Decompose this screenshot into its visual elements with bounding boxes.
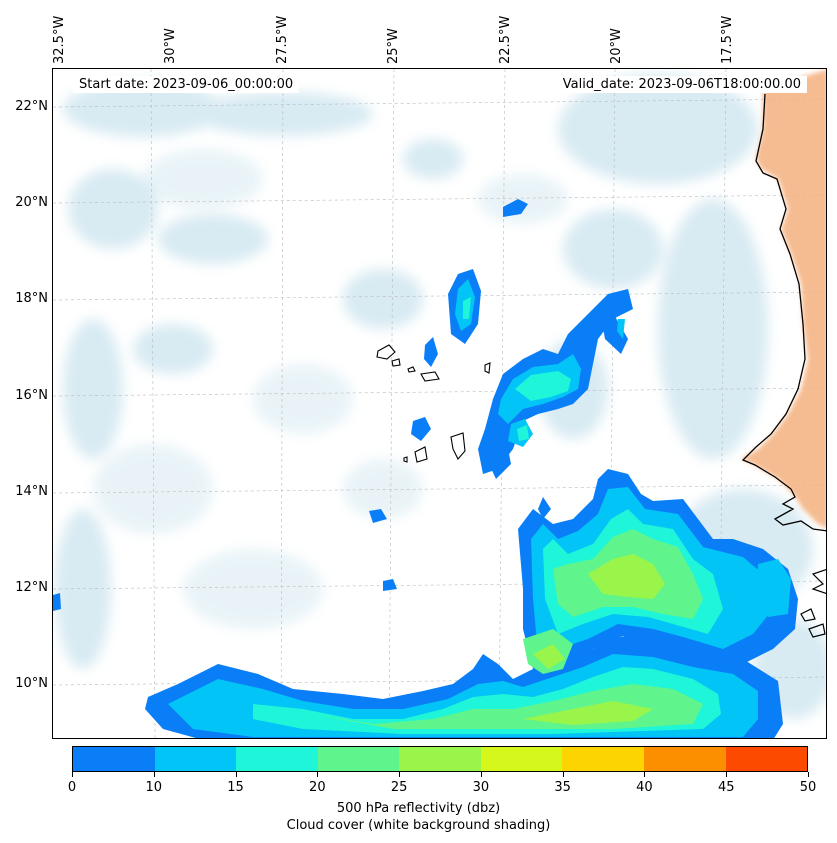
colorbar-tick-label: 10: [145, 780, 163, 795]
gridlines: [53, 69, 826, 738]
colorbar-tick-label: 50: [799, 780, 817, 795]
colorbar-tick: [235, 772, 237, 777]
colorbar-segment: [154, 747, 237, 771]
colorbar-tick-label: 30: [472, 780, 490, 795]
colorbar-tick-label: 25: [390, 780, 408, 795]
colorbar-segment: [725, 747, 808, 771]
cape-verde-islands: [376, 344, 491, 463]
colorbar-segment: [643, 747, 726, 771]
colorbar-tick-label: 40: [636, 780, 653, 795]
colorbar-tick: [726, 772, 728, 777]
longitude-label: 25°W: [386, 28, 401, 64]
longitude-label: 30°W: [163, 28, 178, 64]
colorbar-tick: [562, 772, 564, 777]
colorbar-tick: [808, 772, 809, 777]
colorbar-tick: [153, 772, 155, 777]
longitude-label: 27.5°W: [275, 15, 290, 64]
cloud-cover-light: [93, 149, 568, 629]
longitude-label: 32.5°W: [52, 15, 67, 64]
map-panel: [52, 68, 827, 739]
reflectivity-25-30: [523, 554, 665, 725]
longitude-label: 17.5°W: [720, 15, 735, 64]
longitude-label: 20°W: [609, 28, 624, 64]
map-canvas: [53, 69, 826, 738]
colorbar-tick-label: 20: [309, 780, 326, 795]
colorbar-segment: [317, 747, 400, 771]
start-date-label: Start date: 2023-09-06_00:00:00: [73, 76, 300, 93]
colorbar-subtitle: Cloud cover (white background shading): [286, 818, 551, 833]
latitude-label: 10°N: [15, 676, 48, 691]
colorbar-segment: [399, 747, 481, 771]
colorbar-tick-label: 45: [717, 780, 735, 795]
latitude-label: 12°N: [15, 580, 48, 595]
colorbar-tick: [480, 772, 482, 777]
valid-date-label: Valid_date: 2023-09-06T18:00:00.00: [556, 76, 807, 93]
latitude-label: 22°N: [15, 99, 48, 114]
latitude-label: 14°N: [15, 484, 48, 499]
reflectivity-contours: [53, 199, 798, 738]
colorbar-tick: [644, 772, 646, 777]
colorbar-tick: [399, 772, 401, 777]
longitude-label: 22.5°W: [498, 15, 513, 64]
colorbar-tick: [317, 772, 319, 777]
colorbar-tick-label: 35: [554, 780, 571, 795]
land-africa: [741, 69, 826, 638]
colorbar-segment: [480, 747, 563, 771]
latitude-label: 18°N: [15, 291, 48, 306]
colorbar-segment: [236, 747, 318, 771]
colorbar-tick: [72, 772, 73, 777]
colorbar-segment: [73, 747, 155, 771]
colorbar: [72, 746, 808, 772]
colorbar-title: 500 hPa reflectivity (dbz): [336, 801, 501, 816]
latitude-label: 20°N: [15, 195, 48, 210]
colorbar-tick-label: 15: [227, 780, 244, 795]
colorbar-tick-label: 0: [67, 780, 77, 795]
colorbar-segment: [562, 747, 644, 771]
latitude-label: 16°N: [15, 388, 48, 403]
